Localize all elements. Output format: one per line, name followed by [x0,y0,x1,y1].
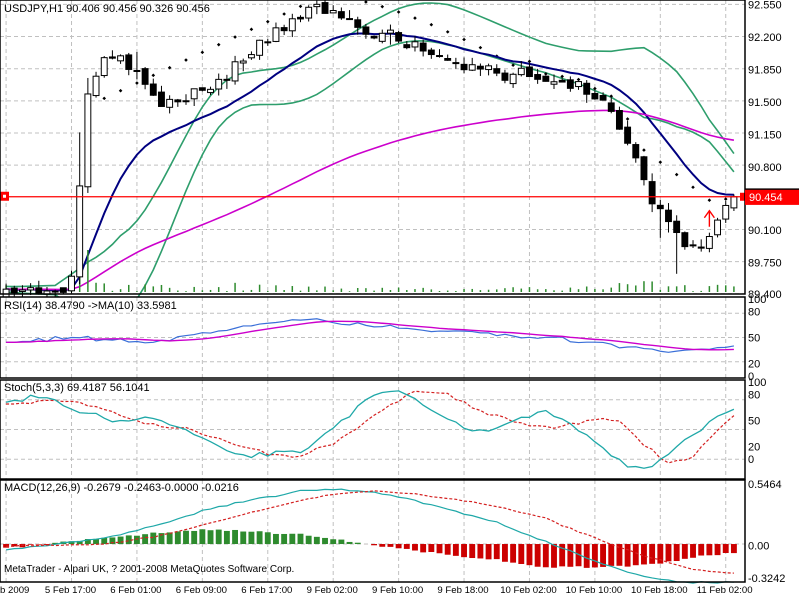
svg-text:80: 80 [748,390,760,402]
svg-text:91.500: 91.500 [748,97,782,109]
svg-text:6 Feb 09:00: 6 Feb 09:00 [176,585,227,596]
svg-text:MACD(12,26,9) -0.2679 -0.2463-: MACD(12,26,9) -0.2679 -0.2463-0.0000 -0.… [4,482,239,494]
svg-text:100: 100 [748,294,766,306]
svg-text:10 Feb 10:00: 10 Feb 10:00 [566,585,623,596]
svg-text:0.00: 0.00 [748,541,769,553]
svg-text:89.750: 89.750 [748,257,782,269]
svg-text:10 Feb 18:00: 10 Feb 18:00 [631,585,688,596]
svg-text:90.454: 90.454 [749,192,783,204]
svg-text:91.150: 91.150 [748,129,782,141]
svg-text:MetaTrader - Alpari UK, ? 2001: MetaTrader - Alpari UK, ? 2001-2008 Meta… [4,564,294,575]
svg-text:RSI(14) 38.4790 ->MA(10) 33.5: RSI(14) 38.4790 ->MA(10) 33.5981 [4,300,177,312]
svg-text:USDJPY,H1 90.406 90.456 90.32: USDJPY,H1 90.406 90.456 90.326 90.456 [4,3,210,15]
svg-text:0.5464: 0.5464 [748,479,782,491]
svg-text:9 Feb 18:00: 9 Feb 18:00 [437,585,488,596]
svg-text:6 Feb 01:00: 6 Feb 01:00 [110,585,161,596]
svg-text:50: 50 [748,416,760,428]
svg-text:-0.3242: -0.3242 [748,573,785,585]
svg-text:92.550: 92.550 [748,0,782,11]
svg-text:9 Feb 10:00: 9 Feb 10:00 [372,585,423,596]
svg-text:20: 20 [748,359,760,371]
svg-text:5 Feb 17:00: 5 Feb 17:00 [45,585,96,596]
svg-text:92.200: 92.200 [748,32,782,44]
svg-text:Stoch(5,3,3) 69.4187 56.1041: Stoch(5,3,3) 69.4187 56.1041 [4,382,150,394]
svg-text:100: 100 [748,377,766,389]
svg-text:90.100: 90.100 [748,225,782,237]
svg-text:5 Feb 2009: 5 Feb 2009 [0,585,29,596]
svg-text:90.800: 90.800 [748,162,782,174]
svg-text:91.850: 91.850 [748,65,782,77]
svg-text:50: 50 [748,333,760,345]
svg-text:9 Feb 02:00: 9 Feb 02:00 [307,585,358,596]
svg-text:10 Feb 02:00: 10 Feb 02:00 [500,585,557,596]
svg-text:20: 20 [748,442,760,454]
svg-text:11 Feb 02:00: 11 Feb 02:00 [697,585,753,596]
svg-text:80: 80 [748,307,760,319]
svg-text:0: 0 [748,454,754,466]
svg-text:6 Feb 17:00: 6 Feb 17:00 [241,585,292,596]
